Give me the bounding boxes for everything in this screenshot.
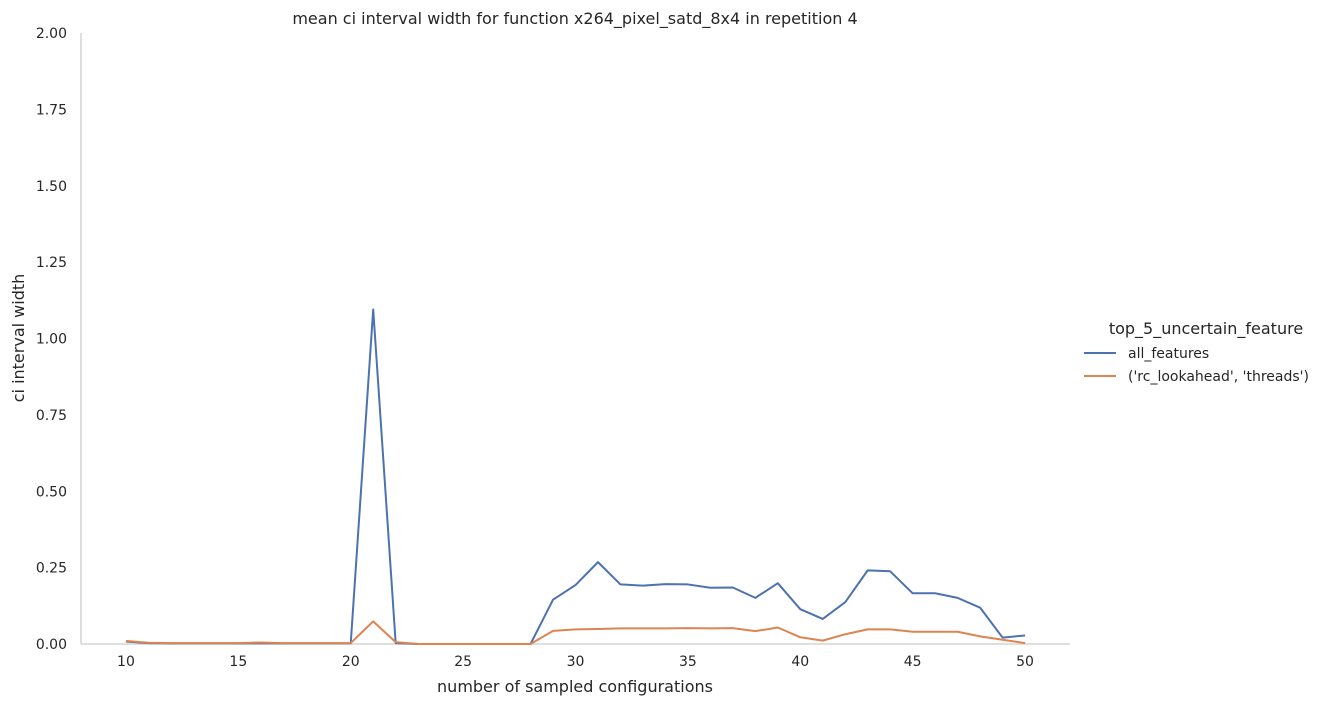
- x-tick-label: 45: [904, 654, 922, 670]
- series-lines: [125, 308, 1026, 645]
- y-tick-label: 1.00: [36, 332, 67, 348]
- y-tick-label: 0.00: [36, 637, 67, 653]
- x-axis-ticks: 10 15 20 25 30 35 40 45 50: [117, 654, 1034, 670]
- legend-title: top_5_uncertain_feature: [1109, 319, 1303, 339]
- y-tick-label: 1.75: [36, 102, 67, 118]
- x-tick-label: 50: [1016, 654, 1034, 670]
- series-line-0: [125, 308, 1026, 645]
- x-tick-label: 25: [454, 654, 472, 670]
- x-tick-label: 35: [679, 654, 697, 670]
- legend: top_5_uncertain_feature all_features ('rc…: [1084, 319, 1309, 385]
- y-axis-label: ci interval width: [9, 274, 28, 403]
- series-line-1: [125, 620, 1026, 645]
- chart-title: mean ci interval width for function x264…: [292, 9, 857, 29]
- x-axis-label: number of sampled configurations: [437, 677, 713, 696]
- x-tick-label: 15: [229, 654, 247, 670]
- x-tick-label: 20: [342, 654, 360, 670]
- y-axis-ticks: 0.00 0.25 0.50 0.75 1.00 1.25 1.50 1.75 2.00: [36, 26, 67, 653]
- x-tick-label: 30: [567, 654, 585, 670]
- y-tick-label: 0.75: [36, 408, 67, 424]
- legend-label: all_features: [1128, 346, 1209, 362]
- y-tick-label: 0.50: [36, 484, 67, 500]
- y-tick-label: 0.25: [36, 561, 67, 577]
- y-tick-label: 1.50: [36, 179, 67, 195]
- x-tick-label: 40: [791, 654, 809, 670]
- y-tick-label: 1.25: [36, 255, 67, 271]
- x-tick-label: 10: [117, 654, 135, 670]
- y-tick-label: 2.00: [36, 26, 67, 42]
- axes: [80, 33, 1070, 645]
- legend-label: ('rc_lookahead', 'threads'): [1128, 369, 1309, 385]
